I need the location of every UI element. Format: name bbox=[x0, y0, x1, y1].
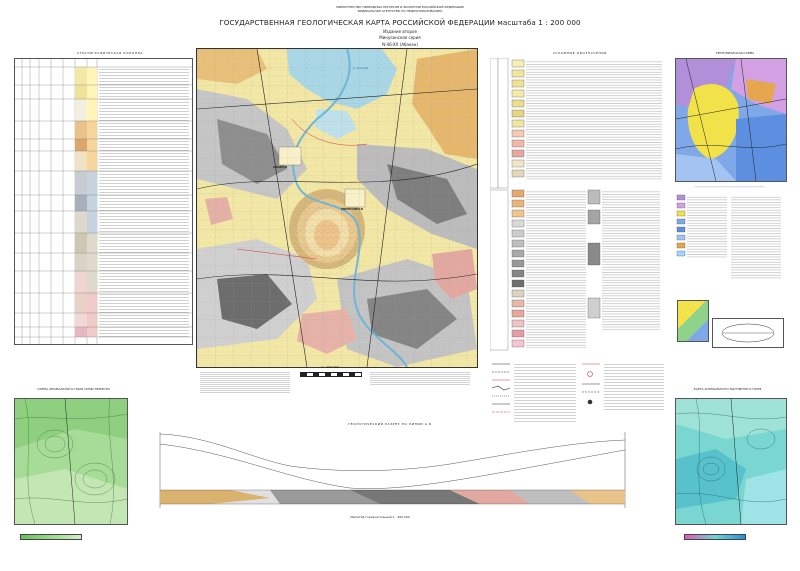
gravity-scheme-title: СХЕМА АНОМАЛЬНОГО ПОЛЯ СИЛЫ ТЯЖЕСТИ bbox=[37, 387, 110, 391]
inset-scheme-right-graphic bbox=[721, 323, 775, 343]
gravity-scale-bar bbox=[20, 534, 82, 540]
tectonic-legend-graphic bbox=[676, 185, 781, 280]
section-title: ГЕОЛОГИЧЕСКИЙ РАЗРЕЗ ПО ЛИНИИ А-Б bbox=[348, 422, 432, 426]
tectonic-scheme bbox=[675, 58, 787, 182]
inset-scheme-left bbox=[677, 300, 709, 342]
river-label: р. Енисей bbox=[353, 66, 369, 70]
map-title: ГОСУДАРСТВЕННАЯ ГЕОЛОГИЧЕСКАЯ КАРТА РОСС… bbox=[219, 18, 581, 27]
inset-scheme-right bbox=[712, 318, 784, 348]
ministry-line-2: ФЕДЕРАЛЬНОЕ АГЕНТСТВО ПО НЕДРОПОЛЬЗОВАНИ… bbox=[357, 9, 443, 13]
gravity-scheme-graphic bbox=[15, 399, 127, 524]
legend-line-symbols bbox=[490, 360, 670, 430]
tectonic-scheme-title: ТЕКТОНИЧЕСКАЯ СХЕМА bbox=[715, 51, 755, 55]
magnetic-map-graphic bbox=[676, 399, 786, 524]
geologic-map bbox=[197, 49, 477, 367]
legend-line-symbols-graphic bbox=[491, 362, 664, 422]
map-scale-bar bbox=[300, 372, 362, 377]
strat-column-graphic bbox=[15, 59, 192, 344]
gravity-scheme bbox=[14, 398, 128, 525]
city-label-minusinsk: МИНУСИНСК bbox=[341, 207, 364, 211]
edition-label: Издание второе bbox=[383, 29, 417, 34]
magnetic-map bbox=[675, 398, 787, 525]
legend-graphic bbox=[490, 58, 662, 351]
geologic-map-frame[interactable]: АБАКАН МИНУСИНСК р. Енисей bbox=[196, 48, 478, 368]
imprint-block bbox=[200, 372, 290, 394]
series-label: Минусинская серия bbox=[379, 35, 421, 40]
magnetic-scale-bar bbox=[684, 534, 746, 540]
imprint-block-right bbox=[370, 372, 470, 386]
strat-column-title: СТРАТИГРАФИЧЕСКАЯ КОЛОНКА bbox=[76, 51, 144, 55]
ministry-line-1: МИНИСТЕРСТВО ПРИРОДНЫХ РЕСУРСОВ И ЭКОЛОГ… bbox=[336, 5, 464, 9]
city-label-abakan: АБАКАН bbox=[273, 165, 288, 169]
legend-title: УСЛОВНЫЕ ОБОЗНАЧЕНИЯ bbox=[553, 51, 607, 55]
cross-section bbox=[150, 428, 635, 523]
sheet-label: N-46-XX (Абакан) bbox=[382, 42, 418, 47]
tectonic-legend bbox=[675, 183, 785, 288]
tectonic-scheme-graphic bbox=[676, 59, 786, 181]
map-scale-label: 1 : 200 000 bbox=[321, 365, 339, 369]
strat-column bbox=[14, 58, 193, 345]
section-scale-label: Масштаб горизонтальный 1 : 200 000 bbox=[350, 515, 410, 519]
legend-panel bbox=[490, 58, 665, 358]
cross-section-graphic bbox=[159, 432, 626, 508]
magnetic-map-title: КАРТА АНОМАЛЬНОГО МАГНИТНОГО ПОЛЯ bbox=[693, 387, 762, 391]
